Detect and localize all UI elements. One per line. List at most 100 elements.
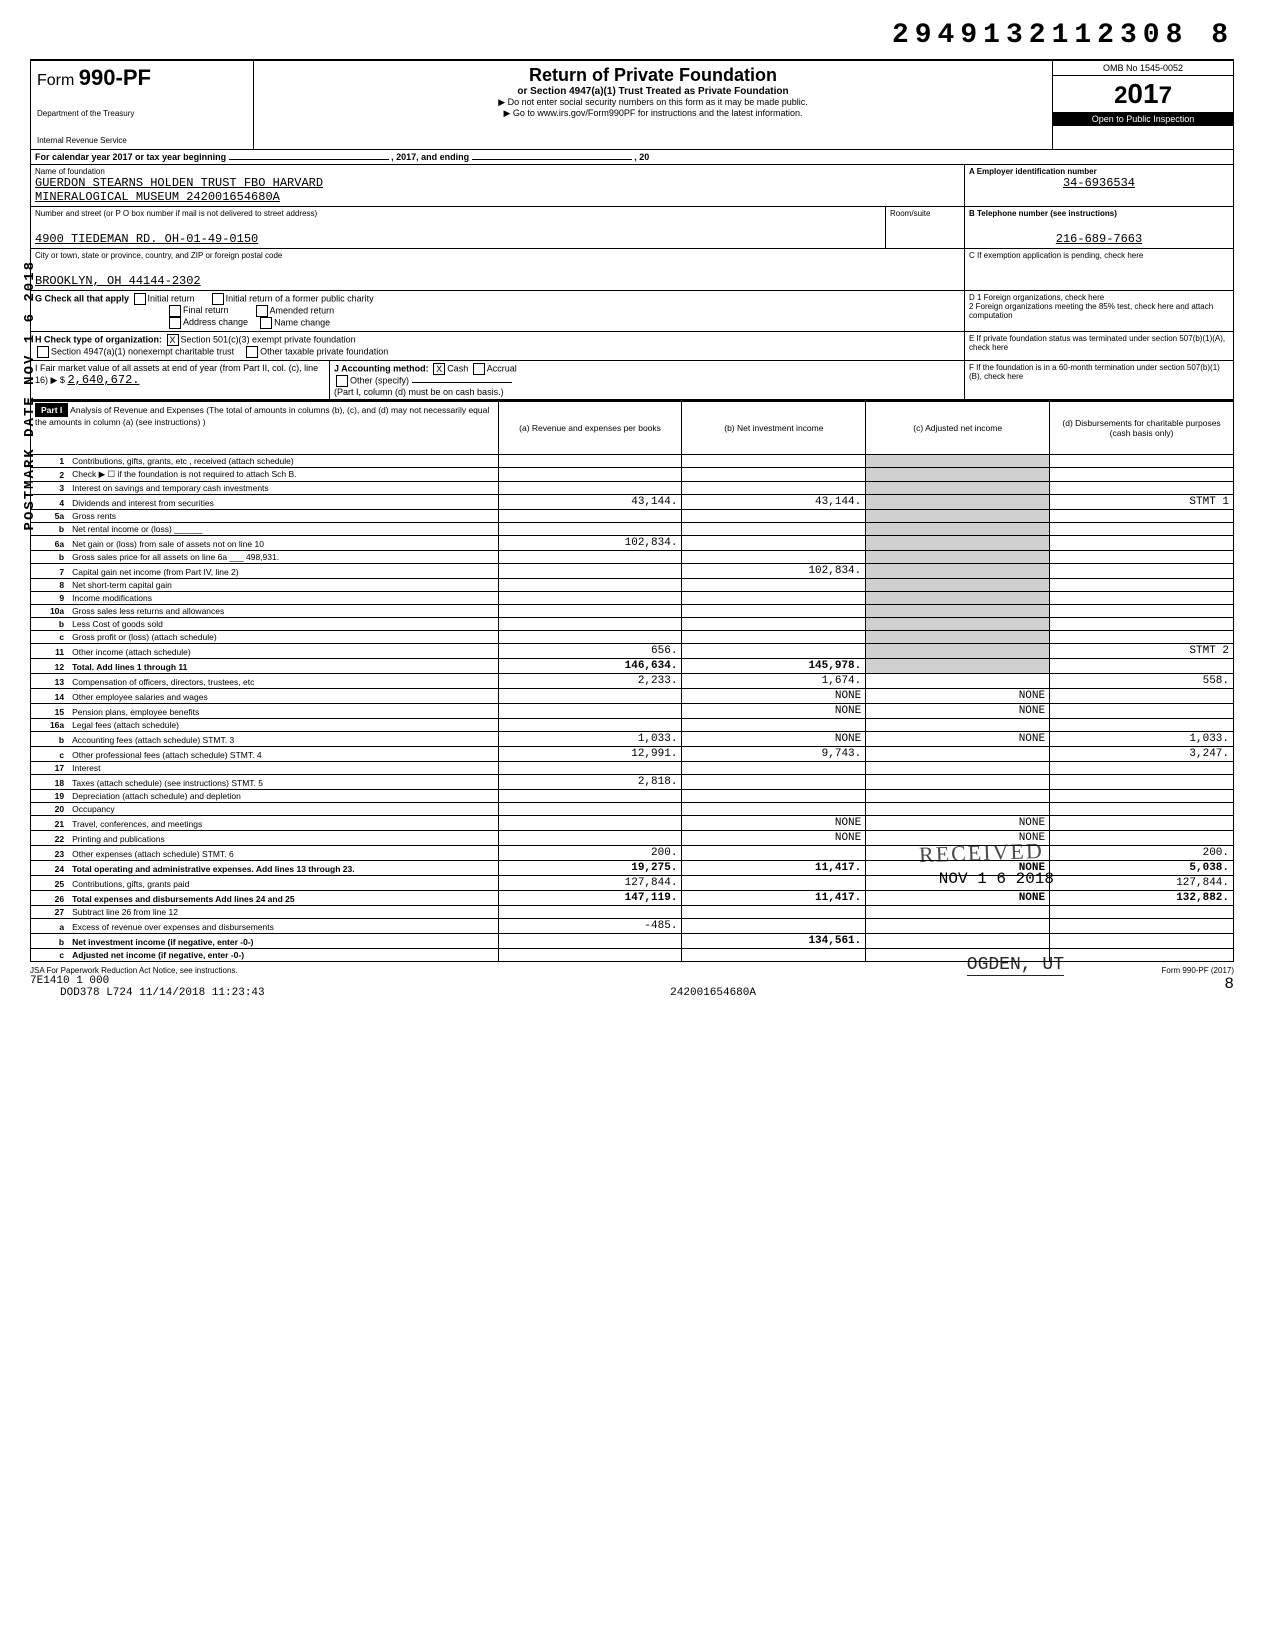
chk-initial[interactable] <box>134 293 146 305</box>
col-b-val <box>682 719 866 732</box>
col-b-val <box>682 579 866 592</box>
col-c-val <box>866 564 1050 579</box>
page-number: 8 <box>1162 975 1234 993</box>
table-row: 26 Total expenses and disbursements Add … <box>31 891 1234 906</box>
chk-final[interactable] <box>169 305 181 317</box>
col-d-val <box>1050 790 1234 803</box>
table-row: 14 Other employee salaries and wages NON… <box>31 689 1234 704</box>
col-d-val: 3,247. <box>1050 747 1234 762</box>
line-desc: Occupancy <box>68 803 498 816</box>
line-desc: Gross profit or (loss) (attach schedule) <box>68 631 498 644</box>
line-desc: Interest <box>68 762 498 775</box>
col-a-val: 2,818. <box>498 775 682 790</box>
col-d-val: 127,844. <box>1050 876 1234 891</box>
line-number: 10a <box>31 605 69 618</box>
col-a-val: 2,233. <box>498 674 682 689</box>
line-number: c <box>31 747 69 762</box>
received-date: NOV 1 6 2018 <box>939 870 1054 888</box>
col-b-val <box>682 762 866 775</box>
col-d-val <box>1050 906 1234 919</box>
ein-value: 34-6936534 <box>969 176 1229 190</box>
col-b-val: 43,144. <box>682 495 866 510</box>
chk-amended[interactable] <box>256 305 268 317</box>
line-number: 9 <box>31 592 69 605</box>
opt-addrchg: Address change <box>183 317 248 327</box>
line-number: 14 <box>31 689 69 704</box>
col-a-val <box>498 551 682 564</box>
postmark-stamp: POSTMARK DATE NOV 1 6 2018 <box>22 260 38 530</box>
col-c-val <box>866 495 1050 510</box>
col-a-val <box>498 949 682 962</box>
line-number: 22 <box>31 831 69 846</box>
paperwork-notice: JSA For Paperwork Reduction Act Notice, … <box>30 966 265 975</box>
col-d-val <box>1050 919 1234 934</box>
line-desc: Net gain or (loss) from sale of assets n… <box>68 536 498 551</box>
table-row: c Other professional fees (attach schedu… <box>31 747 1234 762</box>
line-number: 6a <box>31 536 69 551</box>
line-desc: Less Cost of goods sold <box>68 618 498 631</box>
col-a-val: 146,634. <box>498 659 682 674</box>
line-desc: Accounting fees (attach schedule) STMT. … <box>68 732 498 747</box>
col-d-val <box>1050 934 1234 949</box>
col-b-val <box>682 551 866 564</box>
chk-former[interactable] <box>212 293 224 305</box>
dept-treasury: Department of the Treasury <box>37 109 247 118</box>
line-number: b <box>31 618 69 631</box>
chk-4947[interactable] <box>37 346 49 358</box>
col-a-val <box>498 618 682 631</box>
line-desc: Pension plans, employee benefits <box>68 704 498 719</box>
line-desc: Gross rents <box>68 510 498 523</box>
line-desc: Printing and publications <box>68 831 498 846</box>
col-c-val: NONE <box>866 689 1050 704</box>
col-a-val <box>498 579 682 592</box>
line-number: a <box>31 919 69 934</box>
col-a-val: 43,144. <box>498 495 682 510</box>
col-a-val <box>498 934 682 949</box>
chk-other-tax[interactable] <box>246 346 258 358</box>
col-d-val <box>1050 592 1234 605</box>
line-desc: Total. Add lines 1 through 11 <box>68 659 498 674</box>
chk-501c3[interactable]: X <box>167 334 179 346</box>
chk-namechg[interactable] <box>260 317 272 329</box>
form-title: Return of Private Foundation <box>260 65 1046 86</box>
line-desc: Compensation of officers, directors, tru… <box>68 674 498 689</box>
col-b-val <box>682 605 866 618</box>
col-a-val <box>498 790 682 803</box>
line-number: c <box>31 631 69 644</box>
table-row: 4 Dividends and interest from securities… <box>31 495 1234 510</box>
col-c-val <box>866 592 1050 605</box>
chk-cash[interactable]: X <box>433 363 445 375</box>
col-b-val <box>682 846 866 861</box>
col-a-val: 19,275. <box>498 861 682 876</box>
col-d-val <box>1050 659 1234 674</box>
opt-cash: Cash <box>447 363 468 373</box>
col-b-val: NONE <box>682 732 866 747</box>
line-number: 21 <box>31 816 69 831</box>
col-c-val <box>866 644 1050 659</box>
col-c-val: NONE <box>866 732 1050 747</box>
open-inspection: Open to Public Inspection <box>1053 112 1233 126</box>
col-d-val: STMT 2 <box>1050 644 1234 659</box>
col-a-val <box>498 482 682 495</box>
col-b-val <box>682 949 866 962</box>
chk-accrual[interactable] <box>473 363 485 375</box>
calendar-year-text: For calendar year 2017 or tax year begin… <box>35 152 226 162</box>
col-a-val <box>498 592 682 605</box>
chk-other-acct[interactable] <box>336 375 348 387</box>
city-value: BROOKLYN, OH 44144-2302 <box>35 274 960 288</box>
barcode-number: 2949132112308 8 <box>30 20 1234 51</box>
col-a-val: -485. <box>498 919 682 934</box>
chk-addrchg[interactable] <box>169 317 181 329</box>
col-a-val <box>498 831 682 846</box>
col-d-val <box>1050 618 1234 631</box>
col-b-val <box>682 618 866 631</box>
col-b-val: 11,417. <box>682 861 866 876</box>
col-b-val <box>682 536 866 551</box>
col-d-val <box>1050 551 1234 564</box>
opt-initial: Initial return <box>148 293 195 303</box>
col-d-val <box>1050 831 1234 846</box>
line-desc: Interest on savings and temporary cash i… <box>68 482 498 495</box>
col-a-val <box>498 719 682 732</box>
col-a-val: 200. <box>498 846 682 861</box>
table-row: 2 Check ▶ ☐ if the foundation is not req… <box>31 468 1234 482</box>
